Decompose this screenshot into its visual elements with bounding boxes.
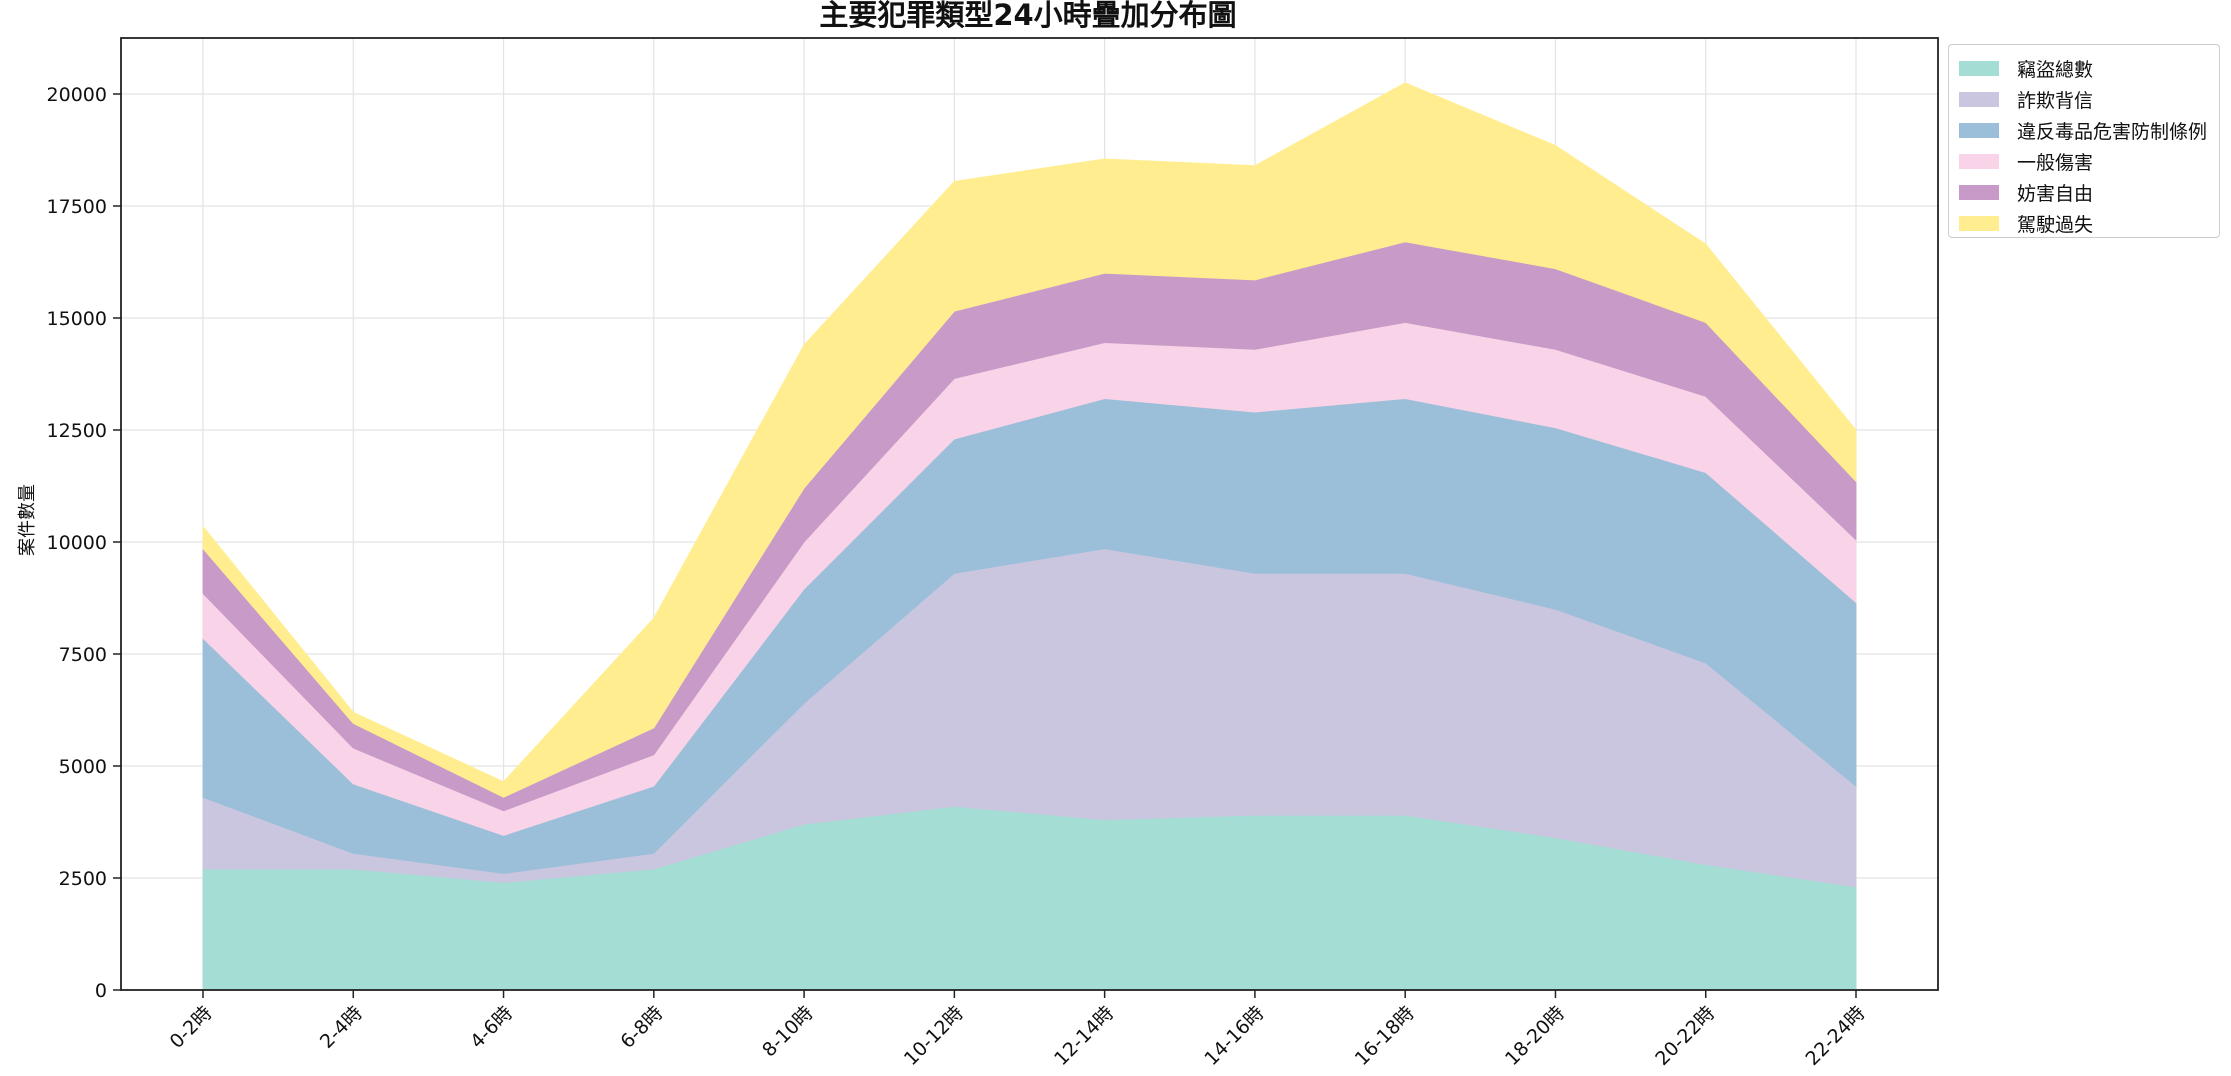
x-tick-label: 0-2時 <box>166 1002 217 1053</box>
x-tick-label: 20-22時 <box>1651 1002 1719 1070</box>
legend-label: 竊盜總數 <box>2017 55 2093 82</box>
legend-swatch <box>1959 92 1999 107</box>
x-tick-label: 22-24時 <box>1801 1002 1869 1070</box>
y-tick-label: 7500 <box>59 644 107 666</box>
legend-swatch <box>1959 154 1999 169</box>
legend-swatch <box>1959 61 1999 76</box>
y-tick-label: 17500 <box>47 196 107 218</box>
y-axis-label: 案件數量 <box>17 484 38 556</box>
y-tick-label: 20000 <box>47 84 107 106</box>
legend-item: 一般傷害 <box>1949 146 2219 177</box>
x-axis-ticks: 0-2時 2-4時 4-6時 6-8時 8-10時 10-12時 12-14時 14-16時 1… <box>166 990 1870 1070</box>
legend-item: 駕駛過失 <box>1949 208 2219 239</box>
legend-swatch <box>1959 216 1999 231</box>
legend-label: 妨害自由 <box>2017 179 2093 206</box>
x-tick-label: 4-6時 <box>466 1002 517 1053</box>
series-areas <box>203 83 1856 990</box>
y-tick-label: 5000 <box>59 756 107 778</box>
y-tick-label: 0 <box>95 980 107 1002</box>
legend-label: 詐欺背信 <box>2017 86 2093 113</box>
y-axis-ticks: 0 2500 5000 7500 10000 12500 15000 17500 20000 <box>47 84 121 1002</box>
legend: 竊盜總數詐欺背信違反毒品危害防制條例 一般傷害妨害自由駕駛過失 <box>1948 44 2220 238</box>
y-tick-label: 2500 <box>59 868 107 890</box>
legend-item: 違反毒品危害防制條例 <box>1949 115 2219 146</box>
x-tick-label: 8-10時 <box>758 1002 817 1061</box>
x-tick-label: 10-12時 <box>900 1002 968 1070</box>
y-tick-label: 10000 <box>47 532 107 554</box>
legend-swatch <box>1959 123 1999 138</box>
legend-item: 妨害自由 <box>1949 177 2219 208</box>
x-tick-label: 18-20時 <box>1501 1002 1569 1070</box>
legend-label: 駕駛過失 <box>2017 210 2093 237</box>
x-tick-label: 14-16時 <box>1200 1002 1268 1070</box>
legend-label: 違反毒品危害防制條例 <box>2017 117 2207 144</box>
x-tick-label: 6-8時 <box>616 1002 667 1053</box>
chart-title: 主要犯罪類型24小時疊加分布圖 <box>819 0 1236 32</box>
legend-list: 竊盜總數詐欺背信違反毒品危害防制條例 一般傷害妨害自由駕駛過失 <box>1949 53 2219 239</box>
legend-item: 詐欺背信 <box>1949 84 2219 115</box>
x-tick-label: 16-18時 <box>1351 1002 1419 1070</box>
legend-swatch <box>1959 185 1999 200</box>
y-tick-label: 12500 <box>47 420 107 442</box>
legend-label: 一般傷害 <box>2017 148 2093 175</box>
legend-item: 竊盜總數 <box>1949 53 2219 84</box>
x-tick-label: 2-4時 <box>316 1002 367 1053</box>
y-tick-label: 15000 <box>47 308 107 330</box>
x-tick-label: 12-14時 <box>1050 1002 1118 1070</box>
